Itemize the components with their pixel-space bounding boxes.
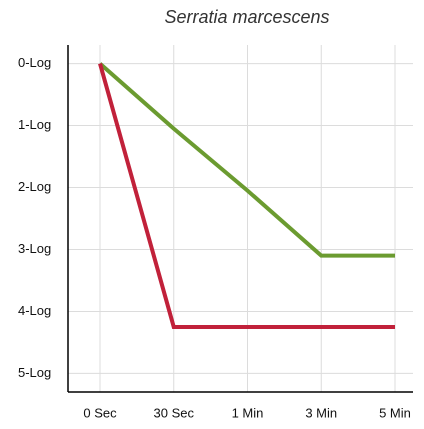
chart-title: Serratia marcescens xyxy=(164,7,329,27)
y-tick-label: 4-Log xyxy=(18,303,51,318)
x-tick-label: 5 Min xyxy=(379,405,411,420)
x-tick-label: 3 Min xyxy=(305,405,337,420)
y-tick-label: 2-Log xyxy=(18,179,51,194)
y-tick-label: 1-Log xyxy=(18,117,51,132)
x-tick-label: 1 Min xyxy=(232,405,264,420)
y-tick-label: 5-Log xyxy=(18,365,51,380)
y-tick-label: 0-Log xyxy=(18,55,51,70)
line-series xyxy=(98,62,395,258)
x-tick-label: 0 Sec xyxy=(83,405,117,420)
x-tick-label: 30 Sec xyxy=(154,405,195,420)
y-tick-label: 3-Log xyxy=(18,241,51,256)
line-series xyxy=(98,63,395,329)
